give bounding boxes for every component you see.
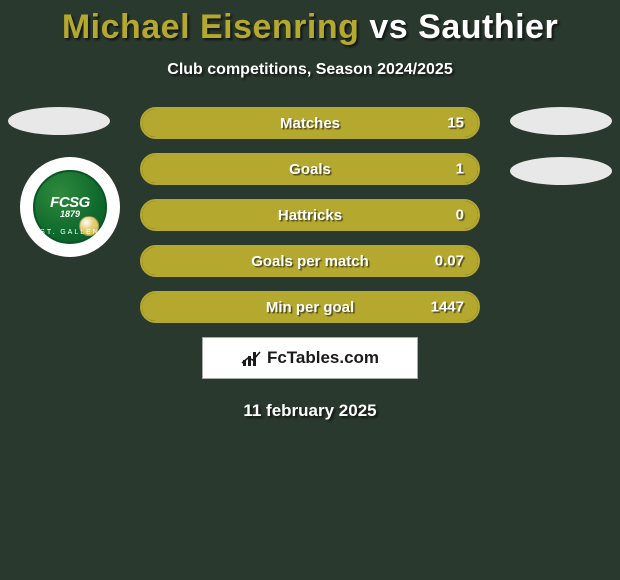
stat-value: 1447 [431,299,464,316]
stat-row-matches: Matches 15 [140,107,480,139]
player1-name: Michael Eisenring [62,8,360,46]
stat-value: 0.07 [435,253,464,270]
stat-row-hattricks: Hattricks 0 [140,199,480,231]
bar-chart-icon [241,350,261,366]
vs-text: vs [369,8,408,46]
brand-text: FcTables.com [267,348,379,368]
brand-watermark: FcTables.com [202,337,418,379]
stat-label: Goals per match [251,253,369,270]
stat-value: 0 [456,207,464,224]
comparison-title: Michael Eisenring vs Sauthier [0,0,620,47]
player2-name: Sauthier [418,8,558,46]
club-badge-ring: FCSG 1879 ST. GALLEN [20,157,120,257]
club-badge-inner: FCSG 1879 ST. GALLEN [33,170,107,244]
player1-club-badge: FCSG 1879 ST. GALLEN [20,157,120,257]
season-subtitle: Club competitions, Season 2024/2025 [0,61,620,79]
footer-date: 11 february 2025 [0,401,620,421]
player2-photo-placeholder [510,107,612,135]
stat-value: 1 [456,161,464,178]
player2-club-placeholder [510,157,612,185]
club-badge-year: 1879 [60,210,80,219]
stat-row-goals-per-match: Goals per match 0.07 [140,245,480,277]
club-badge-city: ST. GALLEN [35,229,105,236]
stats-stage: FCSG 1879 ST. GALLEN Matches 15 Goals 1 … [0,107,620,421]
stat-row-min-per-goal: Min per goal 1447 [140,291,480,323]
stat-row-goals: Goals 1 [140,153,480,185]
stat-value: 15 [447,115,464,132]
stat-label: Min per goal [266,299,354,316]
stat-label: Goals [289,161,331,178]
club-badge-abbr: FCSG [50,195,90,210]
stat-label: Matches [280,115,340,132]
stat-rows: Matches 15 Goals 1 Hattricks 0 Goals per… [140,107,480,323]
player1-photo-placeholder [8,107,110,135]
stat-label: Hattricks [278,207,342,224]
